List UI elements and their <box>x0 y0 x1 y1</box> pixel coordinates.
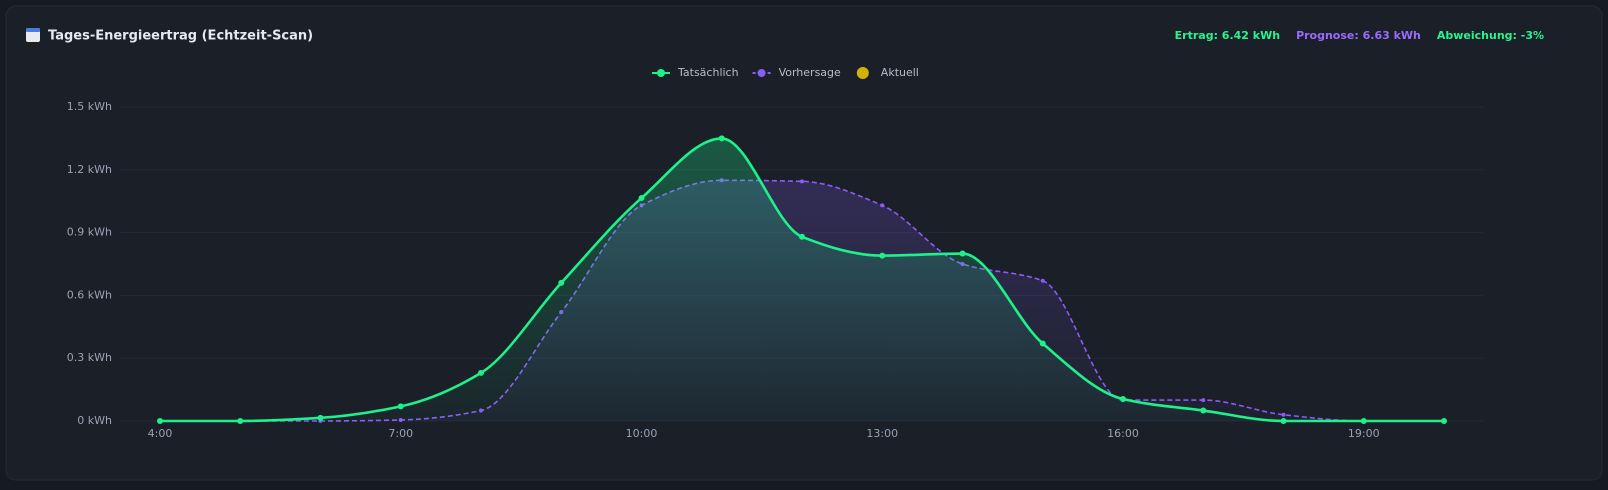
point <box>1280 418 1287 424</box>
point <box>478 369 484 376</box>
y-tick-label: 0.3 kWh <box>67 351 112 364</box>
y-tick-label: 0.9 kWh <box>67 226 112 239</box>
point <box>157 418 163 424</box>
point <box>1281 412 1286 417</box>
point <box>1441 418 1447 424</box>
x-tick-label: 7:00 <box>388 427 413 440</box>
calendar-icon <box>26 28 40 42</box>
point <box>397 403 404 410</box>
x-tick-label: 16:00 <box>1107 427 1139 440</box>
point <box>1040 278 1045 283</box>
point <box>1201 398 1206 403</box>
legend-label: Vorhersage <box>779 66 841 79</box>
area <box>160 138 1444 421</box>
x-tick-label: 4:00 <box>148 427 173 440</box>
y-tick-label: 0.6 kWh <box>67 288 112 301</box>
legend-marker <box>856 67 869 79</box>
stat: Prognose: 6.63 kWh <box>1296 29 1421 42</box>
x-tick-label: 19:00 <box>1348 427 1380 440</box>
point <box>799 233 805 240</box>
x-tick-label: 13:00 <box>866 427 898 440</box>
x-tick-label: 10:00 <box>626 427 658 440</box>
y-tick-label: 0 kWh <box>77 414 112 427</box>
y-tick-label: 1.5 kWh <box>67 100 112 113</box>
legend-marker <box>657 69 665 77</box>
point <box>237 418 244 424</box>
stat: Ertrag: 6.42 kWh <box>1175 29 1280 42</box>
point <box>1360 418 1367 424</box>
title: Tages-Energieertrag (Echtzeit-Scan) <box>48 29 313 44</box>
point <box>317 414 324 421</box>
point <box>558 279 565 286</box>
point <box>800 179 804 184</box>
point <box>718 135 725 142</box>
legend-label: Aktuell <box>881 66 919 79</box>
y-tick-label: 1.2 kWh <box>67 163 112 176</box>
legend-marker <box>757 69 766 77</box>
stat: Abweichung: -3% <box>1437 29 1544 42</box>
legend-label: Tatsächlich <box>677 66 739 79</box>
point <box>1039 340 1046 347</box>
point <box>638 195 645 202</box>
point <box>1200 407 1207 414</box>
point <box>880 203 885 208</box>
point <box>1120 396 1126 403</box>
point <box>959 250 966 257</box>
point <box>879 252 886 259</box>
